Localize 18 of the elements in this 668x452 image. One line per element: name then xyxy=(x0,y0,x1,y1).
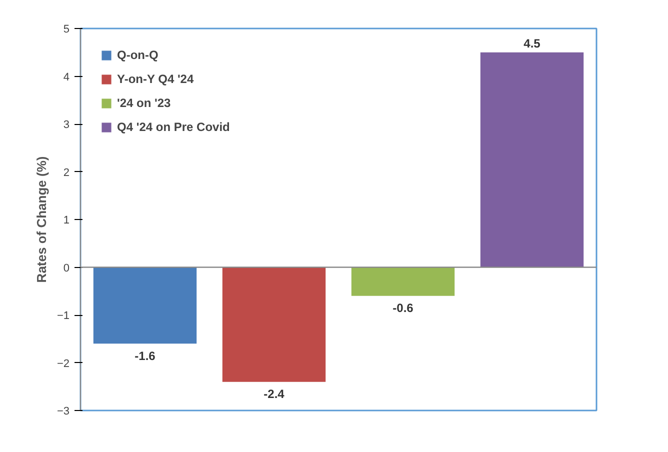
y-tick-label: 2 xyxy=(63,166,70,179)
y-tick-label: 3 xyxy=(63,119,70,131)
legend-label: Q4 '24 on Pre Covid xyxy=(117,120,230,134)
y-tick-label: −3 xyxy=(56,406,70,418)
y-tick-label: −2 xyxy=(56,358,70,370)
legend-label: '24 on '23 xyxy=(117,96,171,110)
y-tick-label: 4 xyxy=(63,71,70,84)
data-label: -2.4 xyxy=(264,387,285,402)
legend-label: Y-on-Y Q4 '24 xyxy=(117,72,194,86)
data-label: -1.6 xyxy=(134,348,156,363)
y-tick-label: 1 xyxy=(63,214,70,226)
y-tick-label: 0 xyxy=(63,262,70,274)
data-label: -0.6 xyxy=(392,301,414,316)
y-axis-title: Rates of Change (%) xyxy=(34,156,49,283)
y-tick-label: 5 xyxy=(63,24,70,36)
legend-label: Q-on-Q xyxy=(117,48,158,62)
y-tick-label: −1 xyxy=(56,310,70,322)
data-label: 4.5 xyxy=(524,36,541,51)
